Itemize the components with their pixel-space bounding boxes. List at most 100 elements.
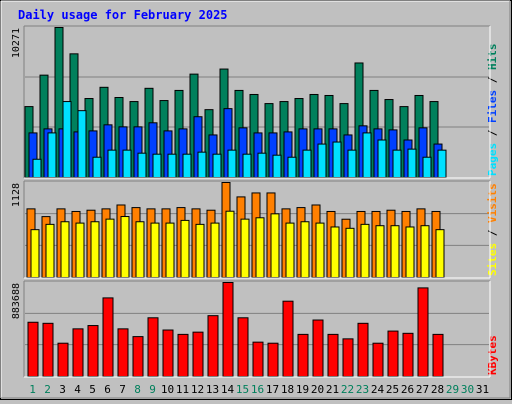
bar-pages-day-8 <box>137 152 147 178</box>
bar-pages-day-17 <box>272 154 282 178</box>
bar-sites-day-1 <box>30 229 40 278</box>
panel-visits-sites: 1128 Sites / Visits <box>11 182 499 279</box>
bar-sites-day-19 <box>300 221 310 279</box>
bar-sites-day-16 <box>255 217 265 278</box>
day-label-24: 24 <box>371 383 385 396</box>
day-label-6: 6 <box>104 383 111 396</box>
day-label-31: 31 <box>476 383 489 396</box>
bar-kbytes-day-14 <box>222 282 234 377</box>
bar-sites-day-27 <box>420 225 430 278</box>
day-label-10: 10 <box>161 383 174 396</box>
day-label-20: 20 <box>311 383 324 396</box>
bar-sites-day-6 <box>105 218 115 278</box>
bar-kbytes-day-10 <box>162 329 174 377</box>
bar-sites-day-23 <box>360 223 370 278</box>
day-label-4: 4 <box>74 383 81 396</box>
bar-pages-day-21 <box>332 141 342 178</box>
legend-kbytes: KBytes <box>486 335 499 375</box>
bar-kbytes-day-6 <box>102 297 114 377</box>
legend-entry-kbytes: KBytes <box>486 335 499 375</box>
panel-hits-files-pages: 10271 Pages / Files / Hits <box>11 27 499 179</box>
bar-sites-day-11 <box>180 219 190 279</box>
legend-visits-sites: Sites / Visits <box>486 183 499 276</box>
day-label-26: 26 <box>401 383 414 396</box>
bar-pages-day-19 <box>302 149 312 178</box>
bar-kbytes-day-23 <box>357 322 369 378</box>
bar-pages-day-13 <box>212 153 222 178</box>
legend-entry-sites: Sites <box>486 243 499 276</box>
day-label-27: 27 <box>416 383 429 396</box>
day-label-1: 1 <box>29 383 36 396</box>
day-label-23: 23 <box>356 383 369 396</box>
bar-sites-day-24 <box>375 225 385 278</box>
bar-kbytes-day-17 <box>267 342 279 377</box>
day-label-18: 18 <box>281 383 294 396</box>
bar-kbytes-day-27 <box>417 287 429 378</box>
day-label-28: 28 <box>431 383 444 396</box>
bar-kbytes-day-15 <box>237 317 249 377</box>
bar-pages-day-7 <box>122 149 132 178</box>
bar-sites-day-25 <box>390 225 400 278</box>
bar-pages-day-28 <box>437 149 447 178</box>
bar-kbytes-day-5 <box>87 325 99 378</box>
bar-pages-day-18 <box>287 156 297 179</box>
bar-pages-day-9 <box>152 153 162 178</box>
day-label-12: 12 <box>191 383 204 396</box>
bar-sites-day-18 <box>285 222 295 279</box>
bar-pages-day-10 <box>167 153 177 178</box>
bar-sites-day-17 <box>270 213 280 278</box>
bar-kbytes-day-24 <box>372 342 384 377</box>
bar-sites-day-8 <box>135 221 145 279</box>
bar-pages-day-16 <box>257 152 267 178</box>
bar-kbytes-day-9 <box>147 317 159 377</box>
bar-sites-day-9 <box>150 222 160 279</box>
day-label-22: 22 <box>341 383 354 396</box>
panel-kbytes: 883688 KBytes <box>11 282 499 378</box>
bar-sites-day-12 <box>195 223 205 278</box>
bar-pages-day-3 <box>62 101 72 178</box>
bar-pages-day-14 <box>227 149 237 178</box>
bar-pages-day-12 <box>197 151 207 178</box>
day-label-14: 14 <box>221 383 235 396</box>
bar-kbytes-day-26 <box>402 332 414 377</box>
bar-kbytes-day-4 <box>72 328 84 378</box>
bar-sites-day-5 <box>90 221 100 279</box>
bar-pages-day-26 <box>407 148 417 179</box>
bar-sites-day-20 <box>315 222 325 279</box>
day-label-15: 15 <box>236 383 249 396</box>
bar-sites-day-3 <box>60 221 70 279</box>
legend-separator: / <box>486 123 499 143</box>
max-value-label: 1128 <box>11 183 22 207</box>
legend-separator: / <box>486 223 499 243</box>
max-value-label: 883688 <box>11 283 22 319</box>
bar-sites-day-22 <box>345 227 355 278</box>
chart-title: Daily usage for February 2025 <box>18 8 228 22</box>
day-label-25: 25 <box>386 383 399 396</box>
legend-separator: / <box>486 70 499 90</box>
bar-pages-day-15 <box>242 153 252 178</box>
bar-kbytes-day-2 <box>42 322 54 378</box>
bar-sites-day-7 <box>120 216 130 279</box>
day-label-13: 13 <box>206 383 219 396</box>
day-label-16: 16 <box>251 383 264 396</box>
bar-kbytes-day-28 <box>432 333 444 377</box>
bar-sites-day-2 <box>45 223 55 278</box>
bar-kbytes-day-1 <box>27 321 39 378</box>
bar-pages-day-5 <box>92 156 102 179</box>
bar-kbytes-day-18 <box>282 300 294 377</box>
bar-pages-day-1 <box>32 158 42 178</box>
bar-kbytes-day-25 <box>387 330 399 377</box>
day-label-30: 30 <box>461 383 474 396</box>
day-label-2: 2 <box>44 383 51 396</box>
legend-entry-visits: Visits <box>486 183 499 223</box>
bar-kbytes-day-22 <box>342 338 354 377</box>
legend-entry-pages: Pages <box>486 143 499 176</box>
day-label-8: 8 <box>134 383 141 396</box>
bar-sites-day-28 <box>435 229 445 278</box>
day-label-21: 21 <box>326 383 339 396</box>
bar-pages-day-27 <box>422 156 432 179</box>
bar-kbytes-day-11 <box>177 333 189 377</box>
bar-kbytes-day-16 <box>252 341 264 378</box>
